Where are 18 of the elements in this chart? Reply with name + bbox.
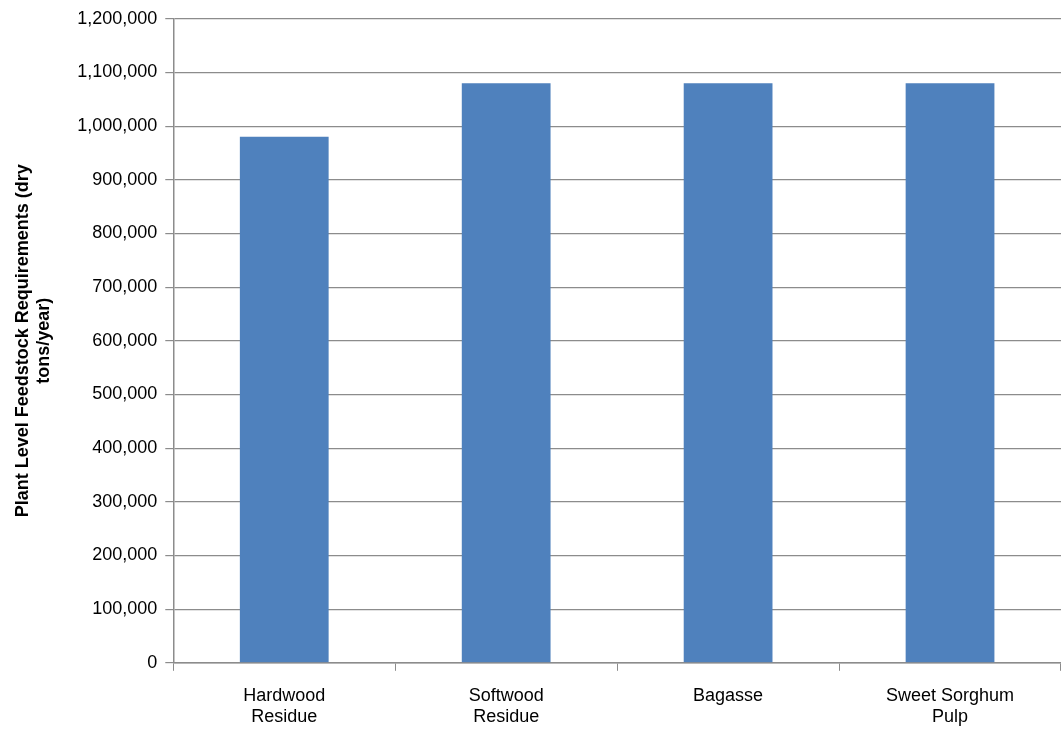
x-tick-label: Hardwood Residue	[243, 684, 326, 727]
y-tick-label: 500,000	[92, 383, 158, 404]
y-tick-label: 400,000	[92, 437, 158, 458]
y-axis-title: Plant Level Feedstock Requirements (dry tons/year)	[11, 164, 54, 518]
y-tick-label: 100,000	[92, 598, 158, 619]
y-tick-label: 1,000,000	[77, 115, 158, 136]
x-tick-label: Softwood Residue	[468, 684, 544, 727]
y-tick-label: 300,000	[92, 490, 158, 511]
y-tick-label: 900,000	[92, 168, 158, 189]
y-tick-label: 700,000	[92, 276, 158, 297]
x-tick-label: Sweet Sorghum Pulp	[886, 684, 1015, 727]
y-tick-label: 1,200,000	[77, 7, 158, 28]
y-tick-label: 1,100,000	[77, 61, 158, 82]
y-tick-label: 800,000	[92, 222, 158, 243]
y-tick-label: 600,000	[92, 329, 158, 350]
x-tick-label: Bagasse	[693, 684, 764, 705]
y-tick-label: 200,000	[92, 544, 158, 565]
y-tick-label: 0	[147, 651, 158, 672]
